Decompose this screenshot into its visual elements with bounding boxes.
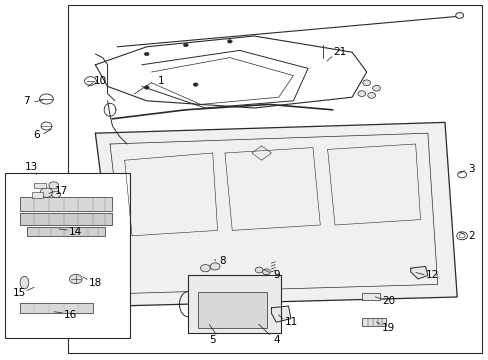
Bar <box>20 197 112 211</box>
Bar <box>361 293 380 300</box>
Circle shape <box>458 234 464 238</box>
Text: 12: 12 <box>425 270 439 280</box>
Bar <box>5 173 129 338</box>
Text: 16: 16 <box>64 310 78 320</box>
Text: 10: 10 <box>94 76 106 86</box>
Circle shape <box>183 43 188 47</box>
Bar <box>361 318 386 326</box>
Text: 18: 18 <box>88 278 102 288</box>
Text: 15: 15 <box>13 288 26 298</box>
Text: 5: 5 <box>209 335 216 345</box>
Circle shape <box>227 40 232 43</box>
Text: 14: 14 <box>69 227 82 237</box>
Circle shape <box>84 77 96 85</box>
Polygon shape <box>410 266 427 279</box>
Polygon shape <box>95 122 456 306</box>
Circle shape <box>200 265 210 272</box>
Text: 19: 19 <box>381 323 395 333</box>
Ellipse shape <box>20 276 29 289</box>
Circle shape <box>456 232 467 240</box>
Circle shape <box>210 263 220 270</box>
Circle shape <box>41 122 52 130</box>
Text: 17: 17 <box>54 186 68 196</box>
Bar <box>27 227 105 236</box>
Circle shape <box>144 52 149 56</box>
Bar <box>20 213 112 225</box>
Text: 9: 9 <box>272 270 279 280</box>
Text: 11: 11 <box>284 317 297 327</box>
Text: 4: 4 <box>272 335 279 345</box>
Circle shape <box>372 85 380 91</box>
Circle shape <box>357 91 365 96</box>
Circle shape <box>457 171 466 178</box>
Circle shape <box>52 191 61 198</box>
Circle shape <box>69 274 82 284</box>
Circle shape <box>40 188 53 197</box>
Text: 13: 13 <box>25 162 39 172</box>
Bar <box>20 303 93 313</box>
Circle shape <box>367 93 375 98</box>
Bar <box>34 183 46 188</box>
Text: 3: 3 <box>468 164 474 174</box>
Text: 21: 21 <box>332 47 346 57</box>
Text: 1: 1 <box>158 76 164 86</box>
Bar <box>68 5 481 353</box>
Circle shape <box>362 80 370 86</box>
Text: 2: 2 <box>468 231 474 241</box>
Text: 7: 7 <box>23 96 30 106</box>
Circle shape <box>49 182 59 189</box>
Circle shape <box>255 267 263 273</box>
Text: 20: 20 <box>382 296 394 306</box>
Circle shape <box>144 86 149 89</box>
Circle shape <box>455 13 463 18</box>
Polygon shape <box>188 275 281 333</box>
Circle shape <box>193 83 198 86</box>
Text: 6: 6 <box>33 130 40 140</box>
Bar <box>198 292 266 328</box>
Text: 8: 8 <box>219 256 225 266</box>
Circle shape <box>262 269 270 275</box>
Circle shape <box>40 94 53 104</box>
Polygon shape <box>271 306 290 322</box>
Bar <box>32 192 42 198</box>
